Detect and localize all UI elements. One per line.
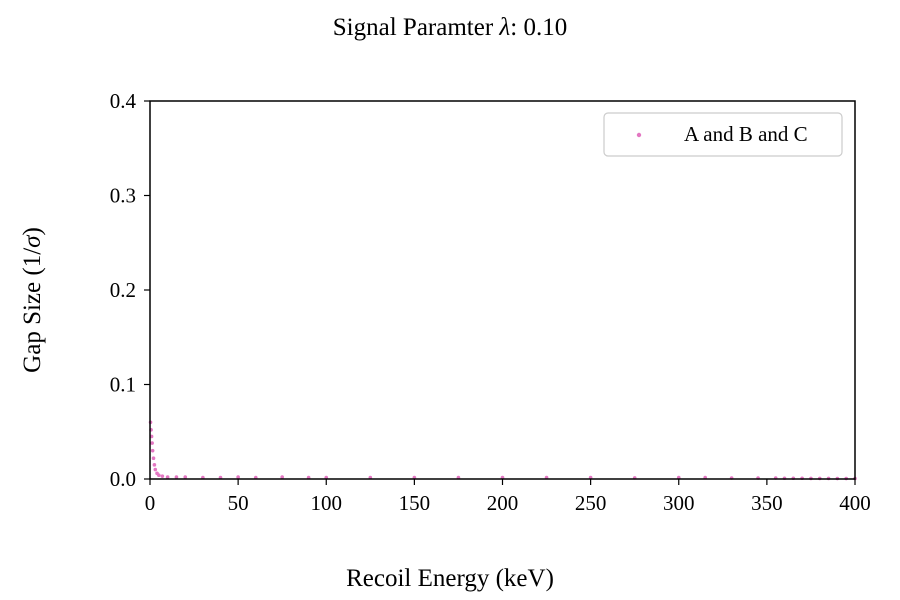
legend-marker [636, 132, 642, 138]
y-tick-label: 0.2 [110, 278, 136, 302]
data-point [183, 475, 188, 479]
chart-title-prefix: Signal Paramter [333, 14, 500, 41]
chart-title-symbol: λ [498, 14, 510, 41]
data-point [160, 474, 165, 478]
x-tick-label: 400 [839, 491, 871, 515]
x-tick-label: 350 [751, 491, 783, 515]
y-tick-label: 0.3 [110, 184, 136, 208]
data-point [236, 475, 240, 479]
x-tick-label: 200 [487, 491, 519, 515]
y-axis-title: Gap Size (1/σ) [19, 227, 46, 373]
x-tick-label: 50 [228, 491, 249, 515]
data-point [150, 441, 154, 445]
x-axis-title: Recoil Energy (keV) [346, 565, 554, 592]
legend: A and B and C [603, 112, 843, 157]
data-point [157, 473, 161, 478]
y-axis-title-prefix: Gap Size (1/ [19, 248, 46, 373]
data-point [165, 475, 170, 479]
x-tick-label: 300 [663, 491, 695, 515]
chart-title: Signal Paramter λ: 0.10 [333, 14, 567, 41]
data-point [174, 475, 179, 479]
data-point [150, 448, 155, 453]
legend-label: A and B and C [684, 122, 808, 146]
data-point [153, 467, 158, 472]
y-axis-title-symbol: σ [19, 234, 46, 248]
y-tick-label: 0.4 [110, 89, 137, 113]
x-axis-ticks: 0 50 100 150 200 250 300 350 400 [145, 479, 871, 515]
data-point [280, 475, 284, 479]
plot-area-frame [149, 100, 856, 480]
y-tick-label: 0.1 [110, 373, 136, 397]
x-tick-label: 150 [399, 491, 431, 515]
data-point [151, 456, 156, 461]
x-tick-label: 250 [575, 491, 607, 515]
x-tick-label: 0 [145, 491, 156, 515]
legend-box [603, 112, 843, 157]
y-tick-label: 0.0 [110, 467, 136, 491]
y-axis-title-suffix: ) [19, 227, 46, 235]
chart-title-suffix: : 0.10 [510, 14, 567, 41]
x-tick-label: 100 [311, 491, 343, 515]
y-axis-ticks: 0.0 0.1 0.2 0.3 0.4 [110, 89, 150, 491]
data-points [148, 420, 857, 481]
data-point [152, 463, 157, 467]
